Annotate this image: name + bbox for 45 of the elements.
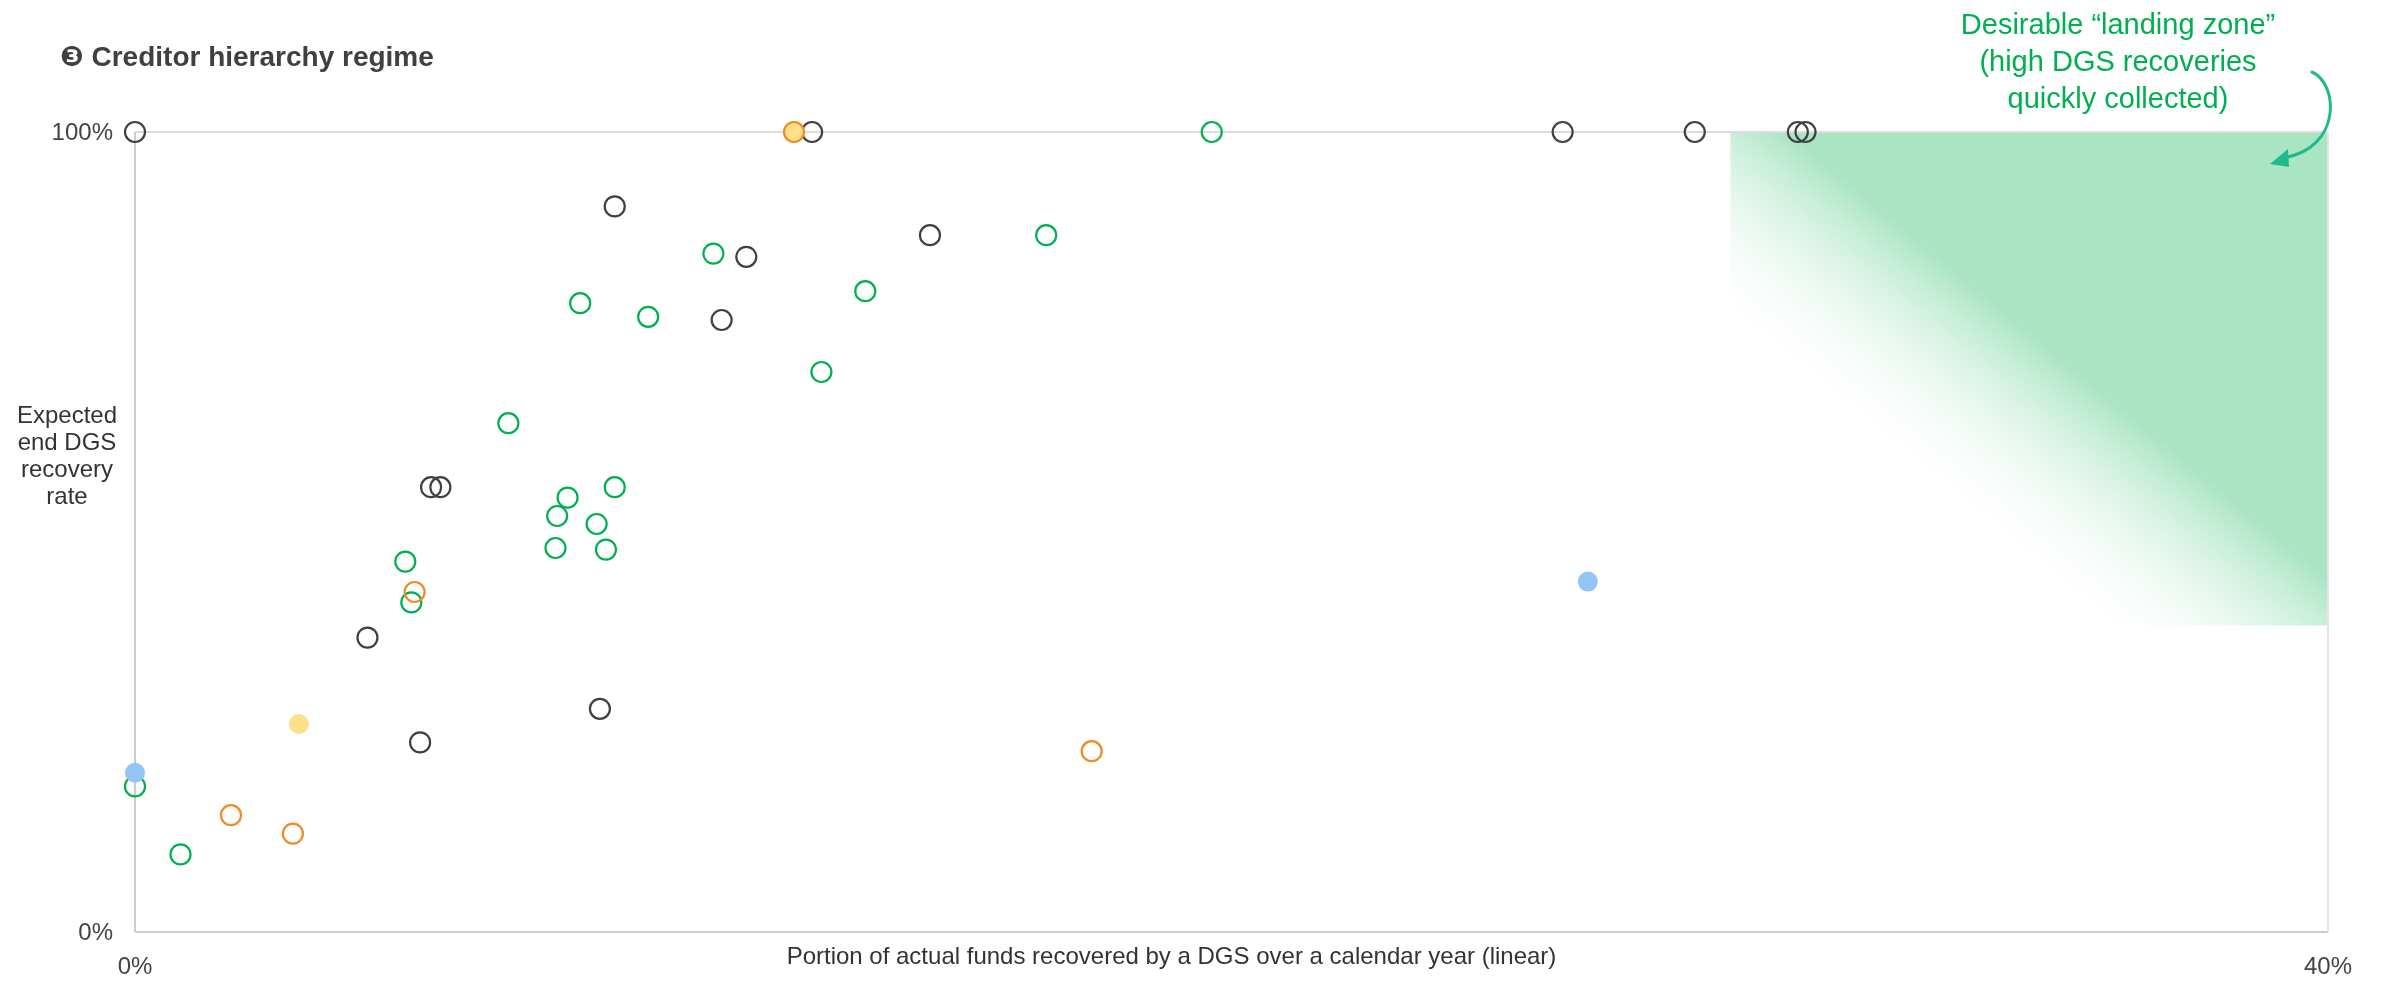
point <box>1035 224 1058 247</box>
point <box>419 476 443 499</box>
point <box>588 697 612 720</box>
point <box>281 822 304 845</box>
chart-title: ❸ Creditor hierarchy regime <box>60 41 434 72</box>
point <box>125 762 145 783</box>
x-tick-label: 40% <box>2303 952 2353 979</box>
point <box>546 504 569 528</box>
point <box>585 512 608 536</box>
point <box>394 550 417 573</box>
point <box>403 580 426 604</box>
point <box>408 731 432 754</box>
point <box>810 360 833 384</box>
point <box>1551 120 1574 144</box>
point <box>288 714 309 734</box>
point <box>710 308 733 332</box>
y-axis-title: Expected end DGS recovery rate <box>16 400 118 509</box>
point <box>918 224 942 247</box>
point <box>544 536 567 560</box>
point <box>800 120 824 144</box>
point <box>603 476 626 499</box>
point <box>356 626 379 649</box>
point <box>1786 120 1809 144</box>
point <box>497 412 520 435</box>
point <box>1577 571 1598 592</box>
point <box>594 538 618 561</box>
point <box>169 843 192 866</box>
point <box>569 292 592 315</box>
point <box>219 804 243 827</box>
point <box>400 591 423 614</box>
point <box>637 305 660 328</box>
point <box>1200 120 1223 144</box>
point <box>1794 120 1817 144</box>
x-axis-title: Portion of actual funds recovered by a DGS over a calendar year (linear) <box>786 942 1557 969</box>
point <box>429 476 452 499</box>
point <box>1080 740 1103 763</box>
text: Desirable “landing zone” (high DGS recoveries quickly collected) <box>1960 8 2276 114</box>
point <box>556 486 579 509</box>
point <box>123 120 147 144</box>
y-tick-label: 100% <box>51 118 113 146</box>
point <box>702 242 725 265</box>
point <box>854 280 877 303</box>
point <box>603 195 626 218</box>
point <box>1683 120 1706 144</box>
point <box>735 245 758 268</box>
